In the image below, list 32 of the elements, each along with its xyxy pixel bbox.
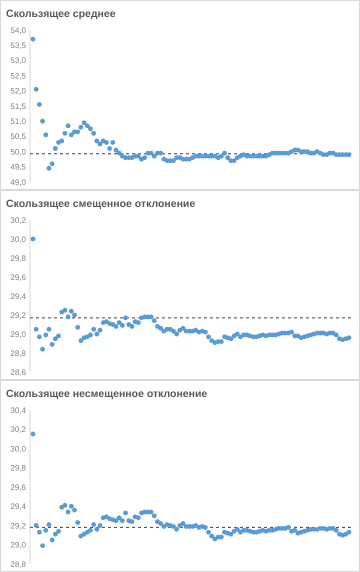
- y-tick-label: 53,0: [10, 56, 27, 66]
- y-tick-label: 49,0: [10, 178, 27, 187]
- y-tick-label: 29,6: [10, 272, 27, 282]
- y-tick-label: 54,0: [10, 26, 27, 35]
- y-tick-label: 30,0: [10, 444, 27, 454]
- y-tick-label: 30,4: [10, 406, 27, 415]
- y-tick-label: 29,4: [10, 502, 27, 512]
- chart-title: Скользящее несмещенное отклонение: [6, 388, 208, 400]
- y-tick-label: 28,6: [10, 368, 27, 377]
- y-tick-label: 29,8: [10, 254, 27, 263]
- y-tick-label: 29,8: [10, 464, 27, 473]
- y-tick-label: 30,2: [10, 216, 27, 225]
- y-tick-label: 49,5: [10, 162, 27, 172]
- y-tick-label: 30,0: [10, 234, 27, 244]
- y-tick-label: 29,6: [10, 482, 27, 492]
- y-tick-label: 29,0: [10, 330, 27, 339]
- chart-title: Скользящее среднее: [6, 8, 116, 20]
- y-tick-label: 53,5: [10, 41, 27, 50]
- y-tick-label: 52,0: [10, 86, 27, 96]
- y-tick-label: 29,4: [10, 292, 27, 301]
- y-tick-label: 29,2: [10, 521, 27, 530]
- y-tick-label: 28,8: [10, 348, 27, 358]
- y-tick-label: 51,0: [10, 117, 27, 126]
- y-tick-label: 30,2: [10, 425, 27, 434]
- y-tick-label: 52,5: [10, 71, 27, 80]
- y-tick-label: 50,0: [10, 147, 27, 156]
- y-tick-label: 50,5: [10, 132, 27, 142]
- y-tick-label: 51,5: [10, 102, 27, 111]
- y-tick-label: 29,2: [10, 310, 27, 320]
- y-tick-label: 29,0: [10, 540, 27, 550]
- chart-title: Скользящее смещенное отклонение: [6, 198, 196, 210]
- y-tick-label: 28,8: [10, 560, 27, 569]
